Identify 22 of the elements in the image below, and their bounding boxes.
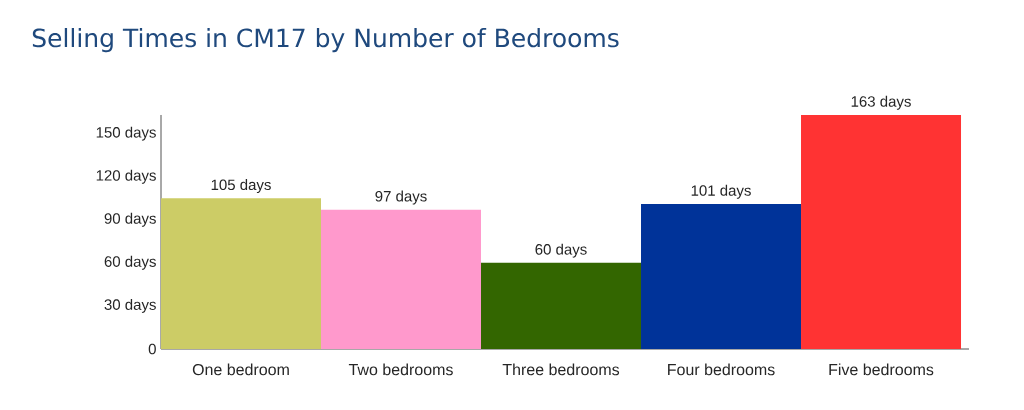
- x-tick-label: Four bedrooms: [668, 363, 775, 376]
- y-tick-label: 150 days: [96, 126, 156, 141]
- chart-title: Selling Times in CM17 by Number of Bedrooms: [32, 27, 619, 53]
- x-tick-label: Three bedrooms: [502, 363, 620, 376]
- bar: [801, 115, 962, 349]
- y-tick-label: 120 days: [96, 169, 156, 184]
- bar: [161, 198, 321, 349]
- data-label: 101 days: [691, 184, 751, 199]
- bar: [481, 262, 642, 349]
- data-label: 97 days: [375, 190, 427, 205]
- x-tick-label: Two bedrooms: [348, 363, 453, 376]
- y-tick-label: 90 days: [104, 212, 156, 227]
- y-tick-label: 60 days: [104, 255, 156, 270]
- y-tick-label: 0: [148, 343, 156, 355]
- data-label: 105 days: [211, 179, 271, 194]
- data-label: 163 days: [851, 95, 911, 110]
- bar: [641, 204, 802, 349]
- bar: [321, 209, 481, 349]
- data-label: 60 days: [535, 243, 587, 258]
- x-tick-label: Five bedrooms: [829, 363, 934, 376]
- y-tick-label: 30 days: [104, 298, 156, 313]
- x-tick-label: One bedroom: [192, 363, 289, 376]
